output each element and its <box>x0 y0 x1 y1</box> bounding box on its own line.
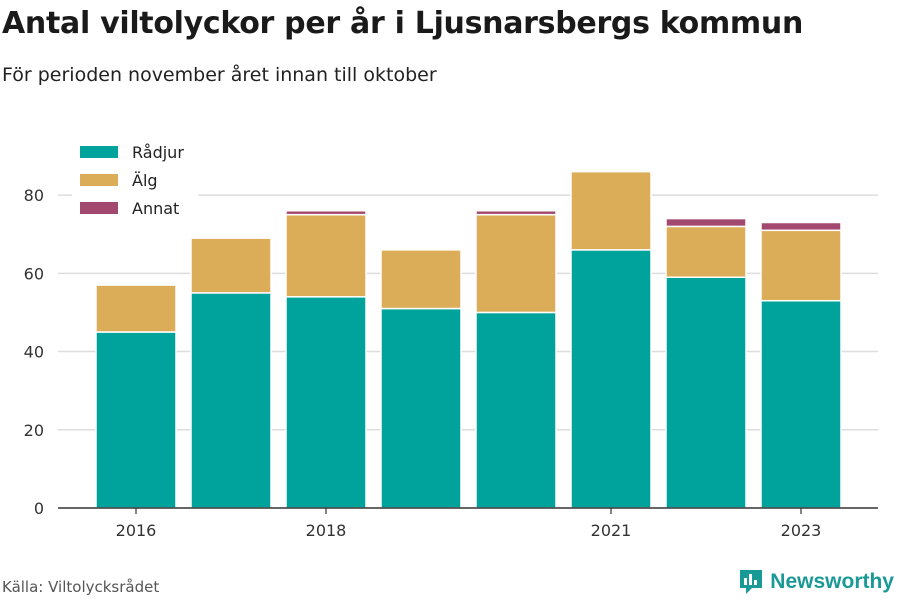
newsworthy-logo-icon <box>740 570 763 594</box>
bar-segment-rådjur <box>380 307 462 509</box>
bar-segment-rådjur <box>570 249 652 509</box>
bar-segment-älg <box>760 229 842 302</box>
y-tick-label: 60 <box>24 264 44 283</box>
bar-segment-annat <box>285 210 367 216</box>
stacked-bar-chart: 0 20 40 60 80 2016 2018 2021 2023 Rådjur Älg Annat <box>23 136 878 540</box>
brand-name: Newsworthy <box>770 570 894 593</box>
x-tick-label: 2018 <box>306 521 347 540</box>
x-tick-label: 2021 <box>591 521 632 540</box>
legend-swatch-älg <box>80 174 118 186</box>
bar-segment-älg <box>570 170 652 251</box>
y-tick-label: 80 <box>24 186 44 205</box>
bar-segment-älg <box>475 213 557 314</box>
chart-title: Antal viltolyckor per år i Ljusnarsbergs… <box>2 6 803 41</box>
bar-segment-rådjur <box>95 331 177 509</box>
bar-segment-älg <box>285 213 367 298</box>
bar-segment-rådjur <box>760 299 842 509</box>
bar-segment-rådjur <box>190 292 272 509</box>
bar-segment-annat <box>665 217 747 228</box>
y-tick-label: 40 <box>24 343 44 362</box>
bar-segment-rådjur <box>475 311 557 509</box>
legend-label-annat: Annat <box>132 199 179 218</box>
source-note: Källa: Viltolycksrådet <box>2 578 160 596</box>
x-tick-label: 2016 <box>116 521 157 540</box>
chart-subtitle: För perioden november året innan till ok… <box>2 64 437 86</box>
legend-label-älg: Älg <box>132 171 158 190</box>
bar-segment-rådjur <box>285 296 367 509</box>
axes: 0 20 40 60 80 2016 2018 2021 2023 <box>24 186 878 540</box>
bar-segment-älg <box>665 225 747 278</box>
bar-segment-älg <box>380 249 462 310</box>
bars <box>95 170 842 509</box>
bar-segment-annat <box>475 210 557 216</box>
x-tick-label: 2023 <box>781 521 822 540</box>
y-tick-label: 20 <box>24 421 44 440</box>
legend-label-rådjur: Rådjur <box>132 143 184 162</box>
legend-swatch-rådjur <box>80 146 118 158</box>
legend-swatch-annat <box>80 202 118 214</box>
bar-segment-älg <box>190 237 272 294</box>
bar-segment-rådjur <box>665 276 747 509</box>
grid-lines <box>58 194 878 431</box>
y-tick-label: 0 <box>34 499 44 518</box>
brand-logo: Newsworthy <box>738 568 894 596</box>
legend: Rådjur Älg Annat <box>72 136 198 228</box>
bar-segment-älg <box>95 284 177 333</box>
bar-segment-annat <box>760 221 842 232</box>
